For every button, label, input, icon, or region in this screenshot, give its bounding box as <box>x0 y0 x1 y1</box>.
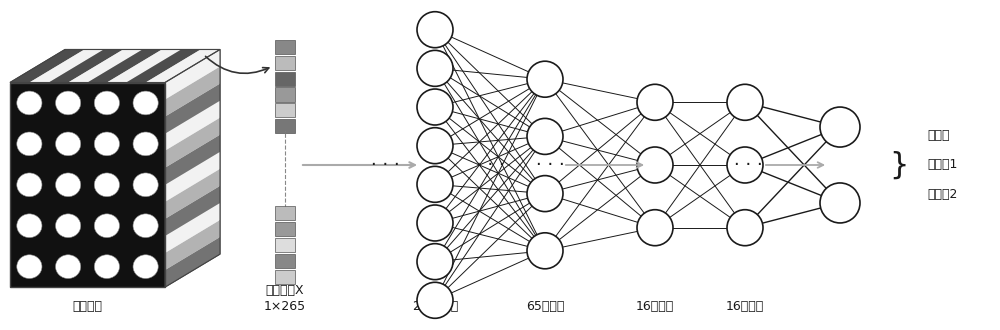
Bar <box>275 222 295 236</box>
Ellipse shape <box>727 84 763 120</box>
Ellipse shape <box>56 214 81 238</box>
Polygon shape <box>165 50 220 287</box>
Text: 原始数据: 原始数据 <box>72 301 103 313</box>
Ellipse shape <box>527 233 563 269</box>
Ellipse shape <box>17 214 42 238</box>
Text: 265个节点: 265个节点 <box>412 301 458 313</box>
Ellipse shape <box>527 61 563 97</box>
Polygon shape <box>165 220 220 270</box>
Polygon shape <box>165 186 220 236</box>
Polygon shape <box>107 50 181 82</box>
Ellipse shape <box>820 183 860 223</box>
Ellipse shape <box>417 128 453 164</box>
Polygon shape <box>88 50 162 82</box>
Polygon shape <box>165 203 220 253</box>
Ellipse shape <box>94 173 119 197</box>
Ellipse shape <box>56 132 81 156</box>
Polygon shape <box>165 83 220 134</box>
Ellipse shape <box>133 255 158 279</box>
Ellipse shape <box>133 132 158 156</box>
Ellipse shape <box>417 166 453 202</box>
Polygon shape <box>165 237 220 287</box>
Ellipse shape <box>637 84 673 120</box>
Ellipse shape <box>94 214 119 238</box>
Bar <box>275 270 295 284</box>
Polygon shape <box>10 50 220 82</box>
Ellipse shape <box>94 91 119 115</box>
Ellipse shape <box>417 12 453 48</box>
Ellipse shape <box>637 210 673 246</box>
Polygon shape <box>10 50 84 82</box>
Bar <box>275 72 295 86</box>
Bar <box>10 82 165 287</box>
Bar <box>275 119 295 133</box>
Ellipse shape <box>417 282 453 318</box>
Polygon shape <box>165 135 220 185</box>
Ellipse shape <box>133 173 158 197</box>
Ellipse shape <box>17 255 42 279</box>
Ellipse shape <box>417 89 453 125</box>
Ellipse shape <box>417 50 453 86</box>
Polygon shape <box>49 50 123 82</box>
Ellipse shape <box>133 214 158 238</box>
Bar <box>275 87 295 102</box>
Ellipse shape <box>56 255 81 279</box>
Bar <box>275 254 295 268</box>
Polygon shape <box>165 50 220 100</box>
Text: · · ·: · · · <box>476 156 504 174</box>
Polygon shape <box>146 50 220 82</box>
Ellipse shape <box>56 173 81 197</box>
Ellipse shape <box>820 107 860 147</box>
Polygon shape <box>165 169 220 219</box>
Ellipse shape <box>17 132 42 156</box>
Polygon shape <box>165 101 220 151</box>
Bar <box>275 103 295 117</box>
Polygon shape <box>29 50 104 82</box>
Text: · · ·: · · · <box>371 156 399 174</box>
Text: 65个节点: 65个节点 <box>526 301 564 313</box>
Text: 霉变：2: 霉变：2 <box>927 188 957 201</box>
Polygon shape <box>165 152 220 202</box>
Text: · · ·: · · · <box>536 156 564 174</box>
Text: 输入数据X
1×265: 输入数据X 1×265 <box>264 283 306 313</box>
Ellipse shape <box>56 91 81 115</box>
Text: 健康：1: 健康：1 <box>927 158 957 172</box>
Ellipse shape <box>94 132 119 156</box>
Polygon shape <box>126 50 201 82</box>
Ellipse shape <box>94 255 119 279</box>
Ellipse shape <box>133 91 158 115</box>
Polygon shape <box>165 67 220 116</box>
Polygon shape <box>165 118 220 168</box>
Ellipse shape <box>637 147 673 183</box>
Ellipse shape <box>727 210 763 246</box>
Ellipse shape <box>417 205 453 241</box>
Ellipse shape <box>17 173 42 197</box>
Text: }: } <box>889 150 908 180</box>
Ellipse shape <box>527 176 563 212</box>
Ellipse shape <box>727 147 763 183</box>
Ellipse shape <box>17 91 42 115</box>
Bar <box>275 40 295 54</box>
Ellipse shape <box>527 118 563 154</box>
Text: 输出：: 输出： <box>927 129 950 142</box>
Text: 16个节点: 16个节点 <box>636 301 674 313</box>
Bar <box>275 206 295 220</box>
Polygon shape <box>68 50 143 82</box>
Ellipse shape <box>417 244 453 280</box>
Bar <box>275 56 295 70</box>
Bar <box>275 238 295 252</box>
Text: · · ·: · · · <box>734 156 762 174</box>
Text: 16个节点: 16个节点 <box>726 301 764 313</box>
